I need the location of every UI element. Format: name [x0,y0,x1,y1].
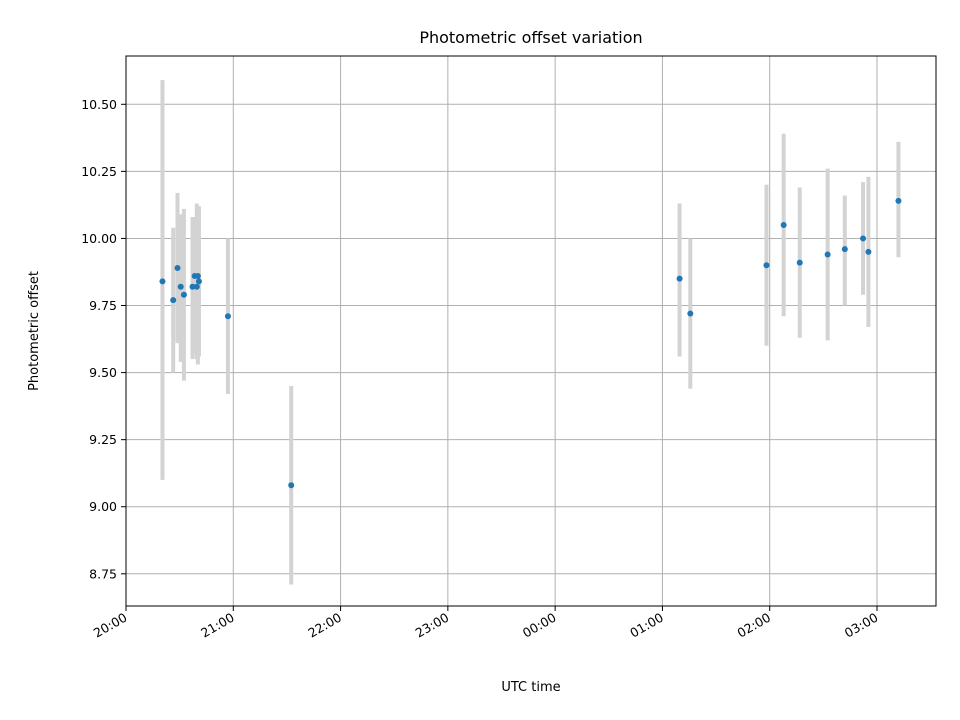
data-point [170,297,177,304]
x-tick-label: 01:00 [627,610,666,641]
y-tick-label: 9.50 [89,365,117,380]
x-tick-label: 23:00 [413,610,452,641]
grid-lines [125,56,936,606]
data-point [224,313,231,320]
data-point [796,259,803,266]
data-point [194,273,201,279]
y-tick-label: 9.00 [89,499,117,514]
data-point [676,275,683,282]
chart-title: Photometric offset variation [419,28,642,47]
x-axis-ticks: 20:00 21:00 22:00 23:00 00:00 01:00 02:00 03:00 [91,606,881,641]
x-tick-label: 00:00 [520,610,559,641]
data-point [193,283,200,290]
data-point [174,264,181,271]
plot-frame [125,55,937,607]
data-point [159,278,166,285]
x-axis-label: UTC time [501,680,560,695]
x-tick-label: 21:00 [198,610,237,641]
data-point [687,310,694,317]
data-points [159,197,902,489]
y-axis-ticks: 8.75 9.00 9.25 9.50 9.75 10.00 10.25 10.50 [81,97,126,581]
data-point [288,482,295,489]
y-tick-label: 10.25 [81,164,117,179]
data-point [763,262,770,269]
y-axis-label: Photometric offset [27,271,42,391]
data-point [860,235,867,242]
x-tick-label: 03:00 [842,610,881,641]
x-tick-label: 20:00 [91,610,130,641]
y-tick-label: 9.75 [89,298,117,313]
y-tick-label: 8.75 [89,566,117,581]
data-point [780,222,787,229]
y-tick-label: 10.50 [81,97,117,112]
data-point [865,248,872,255]
data-point [195,278,202,285]
data-point [895,197,902,204]
data-point [841,246,848,253]
x-tick-label: 02:00 [735,610,774,641]
y-tick-label: 9.25 [89,432,117,447]
x-tick-label: 22:00 [305,610,344,641]
data-point [177,283,184,290]
data-point [180,291,187,298]
data-point [189,283,196,290]
y-tick-label: 10.00 [81,231,117,246]
data-point [824,251,831,258]
error-bars [160,80,901,585]
